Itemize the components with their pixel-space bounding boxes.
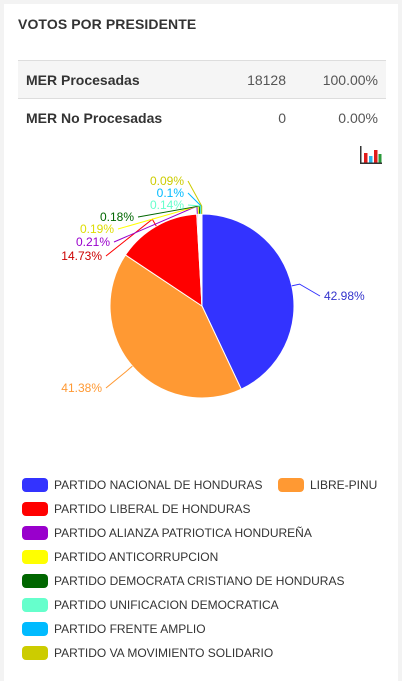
stats-label: MER Procesadas — [26, 71, 140, 88]
legend-label: PARTIDO ALIANZA PATRIOTICA HONDUREÑA — [54, 526, 312, 540]
legend-item[interactable]: PARTIDO ANTICORRUPCION — [22, 550, 218, 564]
legend-swatch — [22, 526, 48, 540]
stats-row-processed: MER Procesadas 18128 100.00% — [18, 60, 386, 98]
legend-swatch — [22, 622, 48, 636]
stats-percent: 100.00% — [322, 71, 378, 88]
legend-label: PARTIDO UNIFICACION DEMOCRATICA — [54, 598, 279, 612]
legend-swatch — [22, 646, 48, 660]
pie-label-connector — [291, 283, 321, 297]
pie-label-connector — [187, 180, 203, 215]
bar-chart-icon[interactable] — [358, 144, 384, 166]
pie-slice[interactable] — [109, 254, 242, 399]
pie-data-label: 41.38% — [61, 381, 102, 395]
stats-count: 18128 — [247, 71, 286, 88]
legend-swatch — [22, 574, 48, 588]
legend-item[interactable]: PARTIDO ALIANZA PATRIOTICA HONDUREÑA — [22, 526, 312, 540]
pie-data-label: 0.1% — [157, 186, 185, 200]
stats-count: 0 — [278, 109, 286, 126]
card-title: VOTOS POR PRESIDENTE — [18, 16, 197, 32]
stats-table: MER Procesadas 18128 100.00% MER No Proc… — [18, 60, 386, 136]
pie-label-connector — [187, 204, 201, 215]
pie-data-label: 0.21% — [76, 235, 110, 249]
legend-label: PARTIDO NACIONAL DE HONDURAS — [54, 478, 263, 492]
pie-data-label: 42.98% — [324, 289, 365, 303]
stats-percent: 0.00% — [338, 109, 378, 126]
pie-chart: 42.98%41.38%14.73%0.21%0.19%0.18%0.14%0.… — [61, 174, 365, 399]
stats-row-not-processed: MER No Procesadas 0 0.00% — [18, 98, 386, 136]
legend-item[interactable]: PARTIDO NACIONAL DE HONDURAS — [22, 478, 262, 492]
legend-label: PARTIDO ANTICORRUPCION — [54, 550, 219, 564]
legend-swatch — [22, 598, 48, 612]
presidential-votes-card: VOTOS POR PRESIDENTE MER Procesadas 1812… — [4, 4, 398, 681]
legend-swatch — [278, 478, 304, 492]
pie-data-label: 0.19% — [80, 222, 114, 236]
pie-data-label: 0.14% — [150, 198, 184, 212]
legend-item[interactable]: PARTIDO DEMOCRATA CRISTIANO DE HONDURAS — [22, 574, 344, 588]
pie-data-label: 14.73% — [61, 249, 102, 263]
legend-swatch — [22, 502, 48, 516]
legend-item[interactable]: PARTIDO FRENTE AMPLIO — [22, 622, 206, 636]
legend-label: LIBRE-PINU — [310, 478, 378, 492]
pie-data-label: 0.18% — [100, 210, 134, 224]
pie-slice[interactable] — [200, 213, 203, 307]
pie-slice[interactable] — [124, 213, 203, 307]
legend-label: PARTIDO LIBERAL DE HONDURAS — [54, 502, 251, 516]
legend-item[interactable]: PARTIDO LIBERAL DE HONDURAS — [22, 502, 251, 516]
legend-item[interactable]: PARTIDO UNIFICACION DEMOCRATICA — [22, 598, 279, 612]
legend-item[interactable]: PARTIDO VA MOVIMIENTO SOLIDARIO — [22, 646, 273, 660]
pie-label-connector — [105, 365, 133, 389]
legend-label: PARTIDO FRENTE AMPLIO — [54, 622, 206, 636]
pie-label-connector — [187, 192, 202, 215]
legend-swatch — [22, 478, 48, 492]
legend-item[interactable]: LIBRE-PINU — [278, 478, 377, 492]
legend-label: PARTIDO VA MOVIMIENTO SOLIDARIO — [54, 646, 274, 660]
stats-label: MER No Procesadas — [26, 109, 163, 126]
legend-label: PARTIDO DEMOCRATA CRISTIANO DE HONDURAS — [54, 574, 345, 588]
pie-data-label: 0.09% — [150, 174, 184, 188]
legend-swatch — [22, 550, 48, 564]
